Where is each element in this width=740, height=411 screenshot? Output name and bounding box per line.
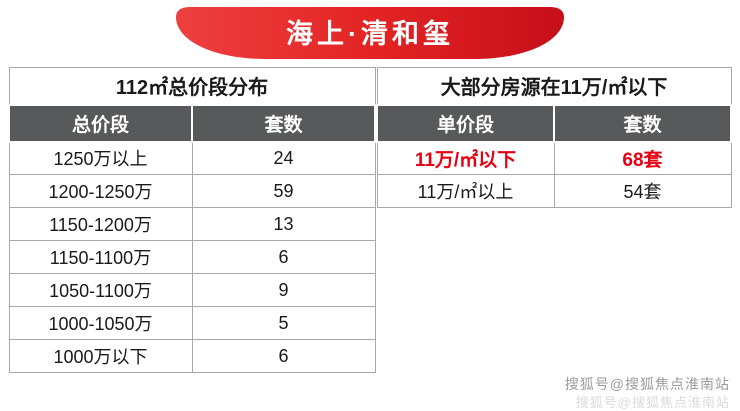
table-row: 1150-1100万 6 [8,240,376,274]
table-row: 1250万以上 24 [8,141,376,175]
table-row: 1000-1050万 5 [8,306,376,340]
table-row: 1050-1100万 9 [8,273,376,307]
cell-unit-price-range: 11万/㎡以上 [376,174,555,208]
cell-count: 9 [191,273,376,307]
ribbon-shape [176,7,564,59]
cell-count: 54套 [553,174,732,208]
left-table-title: 112㎡总价段分布 [8,67,376,105]
cell-count: 13 [191,207,376,241]
table-row: 1000万以下 6 [8,339,376,373]
cell-count: 5 [191,306,376,340]
col-header-count: 套数 [553,103,732,143]
cell-count: 68套 [553,141,732,175]
watermark-text: 搜狐号@搜狐焦点淮南站 [564,376,730,392]
cell-count: 59 [191,174,376,208]
table-row-highlight: 11万/㎡以下 68套 [376,141,732,175]
col-header-unit-price: 单价段 [376,103,555,143]
cell-unit-price-range: 11万/㎡以下 [376,141,555,175]
cell-price-range: 1050-1100万 [8,273,193,307]
tables-container: 112㎡总价段分布 总价段 套数 1250万以上 24 1200-1250万 5… [8,67,732,373]
table-row: 1200-1250万 59 [8,174,376,208]
table-row: 11万/㎡以上 54套 [376,174,732,208]
table-row: 1150-1200万 13 [8,207,376,241]
cell-price-range: 1000-1050万 [8,306,193,340]
col-header-count: 套数 [191,103,376,143]
cell-price-range: 1000万以下 [8,339,193,373]
col-header-total-price: 总价段 [8,103,193,143]
total-price-table: 112㎡总价段分布 总价段 套数 1250万以上 24 1200-1250万 5… [8,67,376,373]
banner: 海上·清和玺 [0,0,740,64]
cell-price-range: 1200-1250万 [8,174,193,208]
cell-price-range: 1150-1100万 [8,240,193,274]
cell-count: 24 [191,141,376,175]
right-table-title: 大部分房源在11万/㎡以下 [376,67,732,105]
cell-count: 6 [191,240,376,274]
cell-count: 6 [191,339,376,373]
cell-price-range: 1250万以上 [8,141,193,175]
cell-price-range: 1150-1200万 [8,207,193,241]
page-title: 海上·清和玺 [286,18,454,49]
unit-price-table: 大部分房源在11万/㎡以下 单价段 套数 11万/㎡以下 68套 11万/㎡以上… [376,67,732,208]
